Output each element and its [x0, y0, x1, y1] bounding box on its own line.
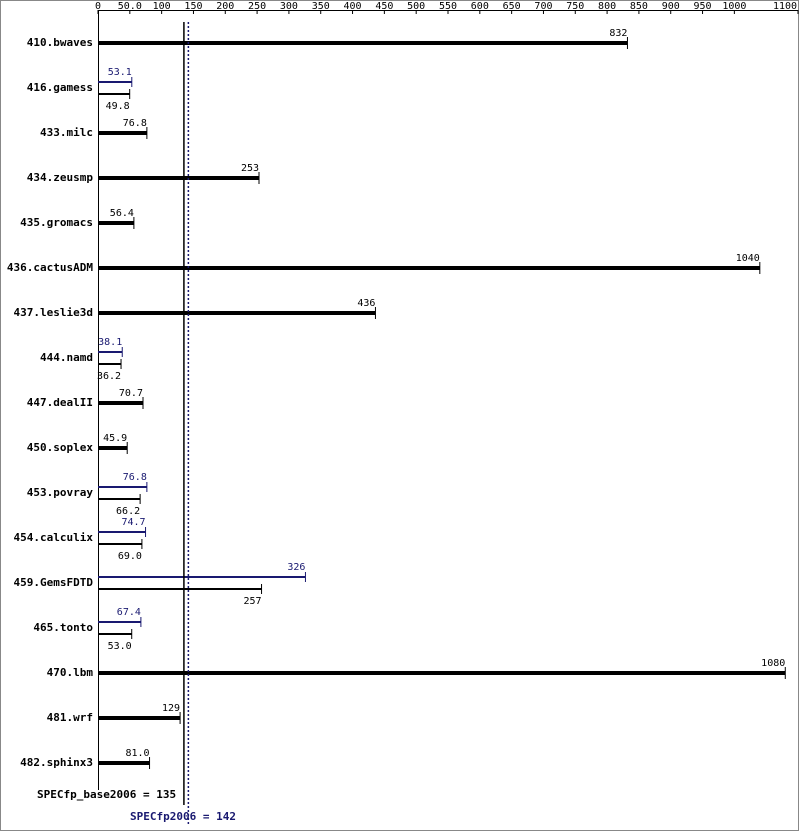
- category-label: 437.leslie3d: [14, 306, 93, 319]
- category-label: 454.calculix: [14, 531, 94, 544]
- x-tick-label: 150: [184, 1, 202, 12]
- bar: [98, 761, 150, 765]
- bar: [98, 363, 122, 365]
- x-tick-label: 350: [312, 1, 330, 12]
- bar: [98, 671, 786, 675]
- value-label: 66.2: [116, 506, 140, 517]
- x-tick-label: 850: [630, 1, 648, 12]
- category-label: 459.GemsFDTD: [14, 576, 94, 589]
- value-label: 67.4: [117, 607, 141, 618]
- value-label: 253: [241, 163, 259, 174]
- value-label: 53.0: [108, 641, 132, 652]
- peak-bar: [98, 81, 132, 83]
- value-label: 38.1: [98, 337, 122, 348]
- x-tick-label: 0: [95, 1, 101, 12]
- value-label: 81.0: [125, 748, 149, 759]
- bar: [98, 401, 143, 405]
- category-label: 470.lbm: [47, 666, 94, 679]
- reference-label: SPECfp2006 = 142: [130, 810, 236, 823]
- value-label: 1080: [761, 658, 785, 669]
- peak-bar: [98, 486, 147, 488]
- value-label: 436: [357, 298, 375, 309]
- category-label: 410.bwaves: [27, 36, 93, 49]
- value-label: 76.8: [123, 472, 147, 483]
- bar: [98, 311, 376, 315]
- x-tick-label: 800: [598, 1, 616, 12]
- x-tick-label: 750: [566, 1, 584, 12]
- value-label: 49.8: [106, 101, 130, 112]
- category-label: 447.dealII: [27, 396, 93, 409]
- value-label: 74.7: [121, 517, 145, 528]
- value-label: 70.7: [119, 388, 143, 399]
- x-tick-label: 1000: [722, 1, 746, 12]
- x-tick-label: 400: [344, 1, 362, 12]
- value-label: 45.9: [103, 433, 127, 444]
- peak-bar: [98, 351, 123, 353]
- category-label: 465.tonto: [33, 621, 93, 634]
- value-label: 69.0: [118, 551, 142, 562]
- bar: [98, 498, 141, 500]
- value-label: 36.2: [97, 371, 121, 382]
- x-tick-label: 950: [694, 1, 712, 12]
- value-label: 76.8: [123, 118, 147, 129]
- value-label: 53.1: [108, 67, 132, 78]
- x-tick-label: 200: [216, 1, 234, 12]
- peak-bar: [98, 531, 146, 533]
- bar: [98, 131, 147, 135]
- value-label: 129: [162, 703, 180, 714]
- category-label: 444.namd: [40, 351, 93, 364]
- category-label: 482.sphinx3: [20, 756, 93, 769]
- value-label: 1040: [736, 253, 760, 264]
- value-label: 257: [243, 596, 261, 607]
- category-label: 436.cactusADM: [7, 261, 93, 274]
- x-tick-label: 450: [375, 1, 393, 12]
- bar: [98, 633, 132, 635]
- bar: [98, 41, 628, 45]
- peak-bar: [98, 621, 141, 623]
- category-label: 416.gamess: [27, 81, 93, 94]
- x-tick-label: 550: [439, 1, 457, 12]
- peak-bar: [98, 576, 306, 578]
- bar: [98, 221, 134, 225]
- x-tick-label: 50.0: [118, 1, 142, 12]
- category-label: 435.gromacs: [20, 216, 93, 229]
- x-tick-label: 250: [248, 1, 266, 12]
- category-label: 450.soplex: [27, 441, 94, 454]
- x-tick-label: 900: [662, 1, 680, 12]
- bar: [98, 176, 259, 180]
- bar: [98, 446, 128, 450]
- value-label: 832: [609, 28, 627, 39]
- bar: [98, 588, 262, 590]
- reference-label: SPECfp_base2006 = 135: [37, 788, 176, 801]
- x-tick-label: 500: [407, 1, 425, 12]
- bar: [98, 266, 760, 270]
- category-label: 433.milc: [40, 126, 93, 139]
- x-tick-label: 700: [534, 1, 552, 12]
- x-tick-label: 650: [503, 1, 521, 12]
- bar: [98, 716, 181, 720]
- value-label: 56.4: [110, 208, 134, 219]
- bar: [98, 543, 142, 545]
- bar: [98, 93, 130, 95]
- x-tick-label: 1100: [773, 1, 797, 12]
- x-tick-label: 600: [471, 1, 489, 12]
- value-label: 326: [287, 562, 305, 573]
- category-label: 434.zeusmp: [27, 171, 94, 184]
- x-tick-label: 100: [153, 1, 171, 12]
- category-label: 481.wrf: [47, 711, 93, 724]
- category-label: 453.povray: [27, 486, 94, 499]
- x-tick-label: 300: [280, 1, 298, 12]
